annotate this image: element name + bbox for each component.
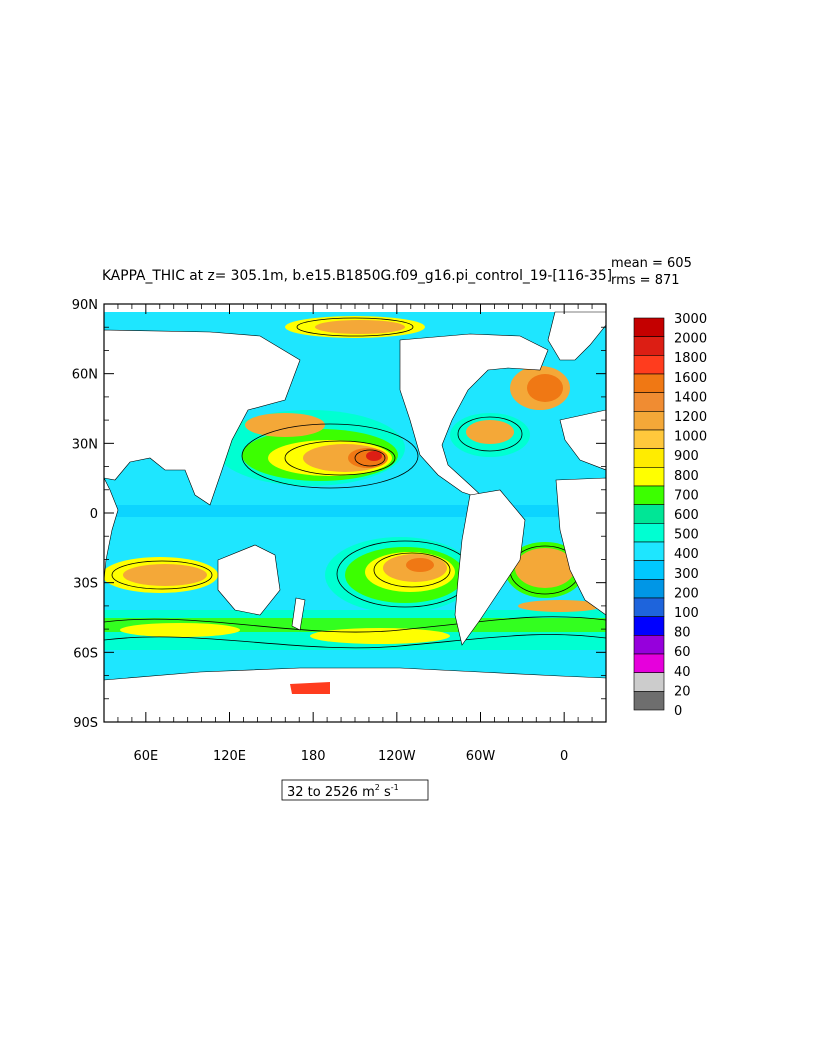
colorbar-swatch [633, 373, 665, 393]
colorbar: 3000200018001600140012001000900800700600… [633, 312, 707, 719]
map-field [104, 304, 606, 722]
colorbar-label: 40 [674, 665, 691, 680]
colorbar-label: 400 [674, 547, 699, 562]
colorbar-label: 60 [674, 645, 691, 660]
colorbar-label: 800 [674, 469, 699, 484]
colorbar-swatch [633, 317, 665, 337]
colorbar-swatch [633, 392, 665, 412]
colorbar-label: 900 [674, 449, 699, 464]
x-tick-label: 0 [560, 749, 568, 764]
colorbar-swatch [633, 560, 665, 580]
latitude-axis: 90N 60N 30N 0 30S 60S 90S [72, 298, 606, 731]
colorbar-swatch [633, 635, 665, 655]
colorbar-swatch [633, 429, 665, 449]
contour-lines [104, 317, 606, 649]
range-label: 32 to 2526 m2 s-1 [287, 783, 399, 800]
colorbar-swatch [633, 541, 665, 561]
x-tick-label: 180 [301, 749, 326, 764]
colorbar-label: 700 [674, 488, 699, 503]
colorbar-label: 3000 [674, 312, 707, 327]
rms-label: rms = 871 [611, 273, 680, 288]
y-tick-label: 90N [72, 298, 98, 313]
colorbar-label: 80 [674, 626, 691, 641]
colorbar-label: 1000 [674, 430, 707, 445]
colorbar-swatch [633, 504, 665, 524]
colorbar-label: 200 [674, 586, 699, 601]
colorbar-swatch [633, 616, 665, 636]
colorbar-swatch [633, 355, 665, 375]
field-patches [104, 316, 606, 650]
colorbar-label: 0 [674, 704, 682, 719]
colorbar-label: 1400 [674, 390, 707, 405]
colorbar-swatch [633, 448, 665, 468]
x-tick-label: 60E [133, 749, 158, 764]
colorbar-swatch [633, 672, 665, 692]
range-label-box [281, 779, 429, 801]
colorbar-swatch [633, 691, 665, 711]
colorbar-swatch [633, 485, 665, 505]
colorbar-swatch [633, 579, 665, 599]
colorbar-swatch [633, 653, 665, 673]
colorbar-label: 500 [674, 528, 699, 543]
colorbar-swatch [633, 467, 665, 487]
colorbar-label: 1600 [674, 371, 707, 386]
colorbar-label: 300 [674, 567, 699, 582]
x-tick-label: 60W [466, 749, 496, 764]
y-tick-label: 60S [73, 646, 98, 661]
colorbar-swatch [633, 597, 665, 617]
colorbar-swatch [633, 523, 665, 543]
y-tick-label: 30N [72, 437, 98, 452]
colorbar-label: 2000 [674, 332, 707, 347]
colorbar-swatch [633, 336, 665, 356]
colorbar-swatch [633, 411, 665, 431]
x-tick-label: 120W [378, 749, 416, 764]
colorbar-label: 20 [674, 684, 691, 699]
colorbar-label: 1200 [674, 410, 707, 425]
y-tick-label: 0 [90, 507, 98, 522]
colorbar-label: 100 [674, 606, 699, 621]
y-tick-label: 90S [73, 716, 98, 731]
y-tick-label: 60N [72, 368, 98, 383]
mean-label: mean = 605 [611, 256, 692, 271]
colorbar-label: 600 [674, 508, 699, 523]
y-tick-label: 30S [73, 577, 98, 592]
longitude-axis: 60E 120E 180 120W 60W 0 [117, 304, 593, 764]
plot-title: KAPPA_THIC at z= 305.1m, b.e15.B1850G.f0… [102, 268, 612, 284]
x-tick-label: 120E [213, 749, 246, 764]
colorbar-label: 1800 [674, 351, 707, 366]
